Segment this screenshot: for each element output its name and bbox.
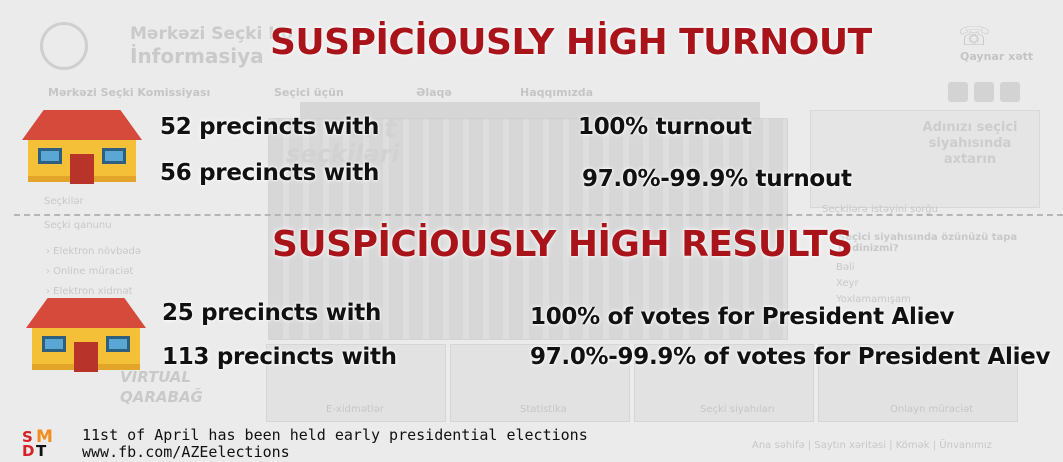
bg-building xyxy=(268,118,788,340)
bg-tile-label: Seçki siyahıları xyxy=(700,404,775,415)
bg-tile xyxy=(450,344,630,422)
results-row-2-value: 97.0%-99.9% of votes for President Aliev xyxy=(530,344,1051,370)
facebook-icon xyxy=(948,82,968,102)
logo-letter-m: M xyxy=(36,427,53,447)
results-row-2-count: 113 precincts with xyxy=(162,344,397,370)
bg-footer-links: Ana səhifə | Saytın xəritəsi | Kömək | Ü… xyxy=(752,440,992,451)
emblem-icon xyxy=(40,22,88,70)
house-icon xyxy=(22,110,142,190)
bg-ghost-word: seçkiləri xyxy=(286,140,400,168)
bg-tile-label: Onlayn müraciət xyxy=(890,404,974,415)
bg-side-text: Adınızı seçici siyahısında axtarın xyxy=(922,120,1018,167)
bg-tile-label: E-xidmətlər xyxy=(326,404,384,415)
turnout-row-1-count: 52 precincts with xyxy=(160,114,380,140)
bg-poll-option: Yoxlamamışam xyxy=(836,294,911,305)
bg-left-link: Seçkilər xyxy=(44,196,84,207)
bg-tile-label: Statistika xyxy=(520,404,567,415)
house-icon xyxy=(26,298,146,378)
phone-icon: ☏ xyxy=(958,22,991,52)
bg-poll-option: Xeyr xyxy=(836,278,859,289)
results-row-1-value: 100% of votes for President Aliev xyxy=(530,304,955,330)
bg-ghost-word: ent xyxy=(348,114,397,144)
youtube-icon xyxy=(1000,82,1020,102)
results-row-1-count: 25 precincts with xyxy=(162,300,382,326)
bg-hotline-label: Qaynar xətt xyxy=(960,50,1034,63)
bg-org-name-2: İnformasiya xyxy=(130,44,264,68)
bg-poll-title: Seçici siyahısında özünüzü tapa bildiniz… xyxy=(838,232,1018,254)
bg-left-link: › Elektron xidmət xyxy=(46,286,133,297)
turnout-heading: SUSPİCİOUSLY HİGH TURNOUT xyxy=(270,22,872,63)
footer-url: www.fb.com/AZEelections xyxy=(82,443,290,461)
bg-side-box xyxy=(810,110,1040,208)
bg-nav-item: Haqqımızda xyxy=(520,86,594,99)
bg-virtual-1: VIRTUAL xyxy=(120,368,191,386)
footer-election-note: 11st of April has been held early presid… xyxy=(82,426,588,444)
turnout-row-2-count: 56 precincts with xyxy=(160,160,380,186)
logo-letter-s: S xyxy=(22,428,33,446)
bg-org-name-1: Mərkəzi Seçki Ko xyxy=(130,24,293,44)
logo-letter-d: D xyxy=(22,442,35,460)
section-divider xyxy=(14,214,1063,216)
logo-letter-t: T xyxy=(36,442,47,460)
bg-tile xyxy=(634,344,814,422)
turnout-row-1-value: 100% turnout xyxy=(578,114,752,140)
bg-nav-item: Mərkəzi Seçki Komissiyası xyxy=(48,86,211,99)
bg-tile xyxy=(266,344,446,422)
bg-virtual-2: QARABAĞ xyxy=(120,388,203,406)
smdt-logo: S M D T xyxy=(22,427,74,460)
bg-left-link: Seçki qanunu xyxy=(44,220,112,231)
results-heading: SUSPİCİOUSLY HİGH RESULTS xyxy=(272,224,853,265)
bg-building-roof xyxy=(300,102,760,120)
bg-left-link: › Elektron növbədə xyxy=(46,246,142,257)
bg-tile xyxy=(818,344,1018,422)
bg-nav-item: Seçici üçün xyxy=(274,86,344,99)
turnout-row-2-value: 97.0%-99.9% turnout xyxy=(582,166,852,192)
twitter-icon xyxy=(974,82,994,102)
bg-nav-item: Əlaqə xyxy=(416,86,452,99)
bg-poll-option: Bəli xyxy=(836,262,855,273)
bg-side-caption: Seçkilərə istəyini sorğu xyxy=(822,204,938,215)
bg-left-link: › Online müraciət xyxy=(46,266,134,277)
